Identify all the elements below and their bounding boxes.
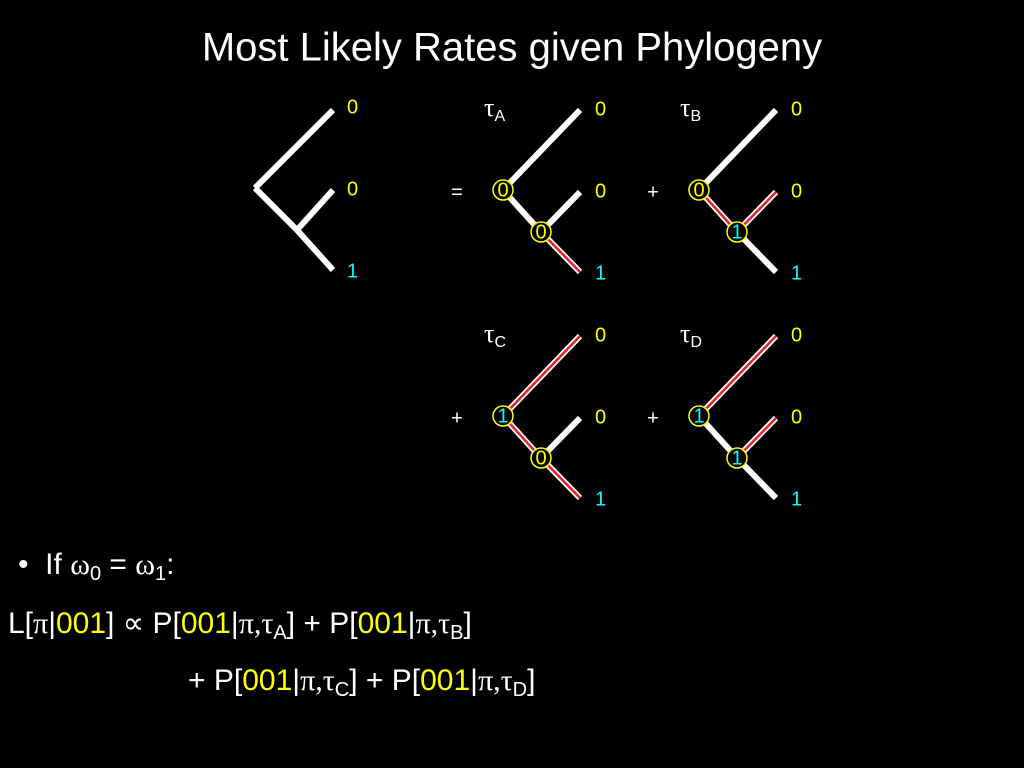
- tau-label: τD: [680, 319, 702, 351]
- connector: =: [451, 181, 463, 203]
- node-circle: [492, 405, 514, 427]
- node-circle: [492, 179, 514, 201]
- branch-change: [502, 335, 581, 417]
- equation-part: ] ∝ P[: [106, 607, 181, 640]
- leaf-label: 0: [595, 324, 606, 346]
- equation-part: • If: [18, 548, 71, 581]
- node-label: 0: [535, 447, 546, 469]
- equation-part: ] + P[: [286, 607, 358, 640]
- branch: [294, 227, 336, 273]
- equation-part: :: [166, 548, 175, 581]
- equation-part: |: [407, 607, 416, 640]
- leaf-label: 0: [595, 98, 606, 120]
- leaf-label: 0: [347, 96, 358, 118]
- equation-part: A: [273, 622, 287, 644]
- leaf-label: 0: [595, 180, 606, 202]
- tau-sub: D: [690, 334, 702, 351]
- node-label: 1: [731, 221, 742, 243]
- tau-label: τA: [484, 93, 505, 125]
- equation-part: =: [101, 548, 136, 581]
- leaf-label: 1: [347, 260, 358, 282]
- connector: +: [647, 181, 659, 203]
- leaf-label: 0: [791, 406, 802, 428]
- equation-part: 0: [89, 563, 102, 585]
- equation-part: 001: [242, 664, 293, 697]
- node-circle: [688, 405, 710, 427]
- tau: τ: [680, 93, 690, 122]
- equation-part: |: [230, 607, 239, 640]
- equation-part: L[: [8, 607, 34, 640]
- equation-part: |: [48, 607, 56, 640]
- leaf-label: 1: [791, 262, 802, 284]
- leaf-label: 0: [791, 180, 802, 202]
- leaf-label: 0: [347, 178, 358, 200]
- branch: [294, 187, 336, 233]
- tau-sub: A: [494, 108, 505, 125]
- slide-title: Most Likely Rates given Phylogeny: [202, 26, 822, 70]
- equation-part: π,τ: [238, 607, 274, 640]
- equation-part: 1: [155, 563, 167, 585]
- equation-part: 001: [420, 664, 471, 697]
- branch: [252, 185, 300, 233]
- tau-sub: C: [494, 334, 506, 351]
- equation-part: π,τ: [477, 664, 513, 697]
- leaf-label: 0: [791, 98, 802, 120]
- node-circle: [530, 447, 552, 469]
- equation-part: π,τ: [415, 607, 451, 640]
- node-label: 0: [497, 179, 508, 201]
- equation-part: |: [292, 664, 301, 697]
- equation-line: • If ω0 = ω1:: [18, 548, 174, 586]
- leaf-label: 1: [595, 262, 606, 284]
- node-label: 0: [535, 221, 546, 243]
- node-circle: [530, 221, 552, 243]
- node-label: 1: [731, 447, 742, 469]
- node-label: 0: [693, 179, 704, 201]
- node-label: 1: [693, 405, 704, 427]
- tau-label: τC: [484, 319, 506, 351]
- leaf-label: 0: [791, 324, 802, 346]
- branch: [696, 107, 779, 193]
- leaf-label: 1: [791, 488, 802, 510]
- equation-part: C: [334, 679, 350, 701]
- equation-part: ] + P[: [349, 664, 421, 697]
- leaf-label: 1: [595, 488, 606, 510]
- equation-line: L[π|001] ∝ P[001|π,τA] + P[001|π,τB]: [8, 606, 472, 645]
- tau: τ: [484, 93, 494, 122]
- equation-part: + P[: [188, 664, 243, 697]
- equation-part: |: [470, 664, 478, 697]
- tau-sub: B: [690, 108, 701, 125]
- equation-part: 001: [55, 607, 107, 640]
- tau: τ: [484, 319, 494, 348]
- node-circle: [688, 179, 710, 201]
- leaf-label: 0: [595, 406, 606, 428]
- diagram: Most Likely Rates given Phylogeny 0 0 1 0 0 0…: [202, 26, 822, 511]
- equation-part: B: [450, 622, 464, 644]
- equation-line: + P[001|π,τC] + P[001|π,τD]: [188, 664, 535, 702]
- node-circle: [726, 447, 748, 469]
- equation-part: 001: [180, 607, 231, 640]
- equation-part: ]: [463, 607, 472, 640]
- equation-part: D: [512, 679, 528, 701]
- equation-part: π: [33, 607, 49, 640]
- equation-part: 001: [357, 607, 408, 640]
- node-circle: [726, 221, 748, 243]
- tau: τ: [680, 319, 690, 348]
- branch: [252, 107, 336, 191]
- connector: +: [647, 407, 659, 429]
- equation-part: ω: [135, 548, 156, 581]
- connector: +: [451, 407, 463, 429]
- branch: [500, 107, 583, 193]
- node-label: 1: [497, 405, 508, 427]
- equation-part: π,τ: [300, 664, 335, 697]
- equation-part: ω: [70, 548, 90, 581]
- equation-part: ]: [527, 664, 536, 697]
- branch-change: [698, 335, 777, 417]
- tau-label: τB: [680, 93, 701, 125]
